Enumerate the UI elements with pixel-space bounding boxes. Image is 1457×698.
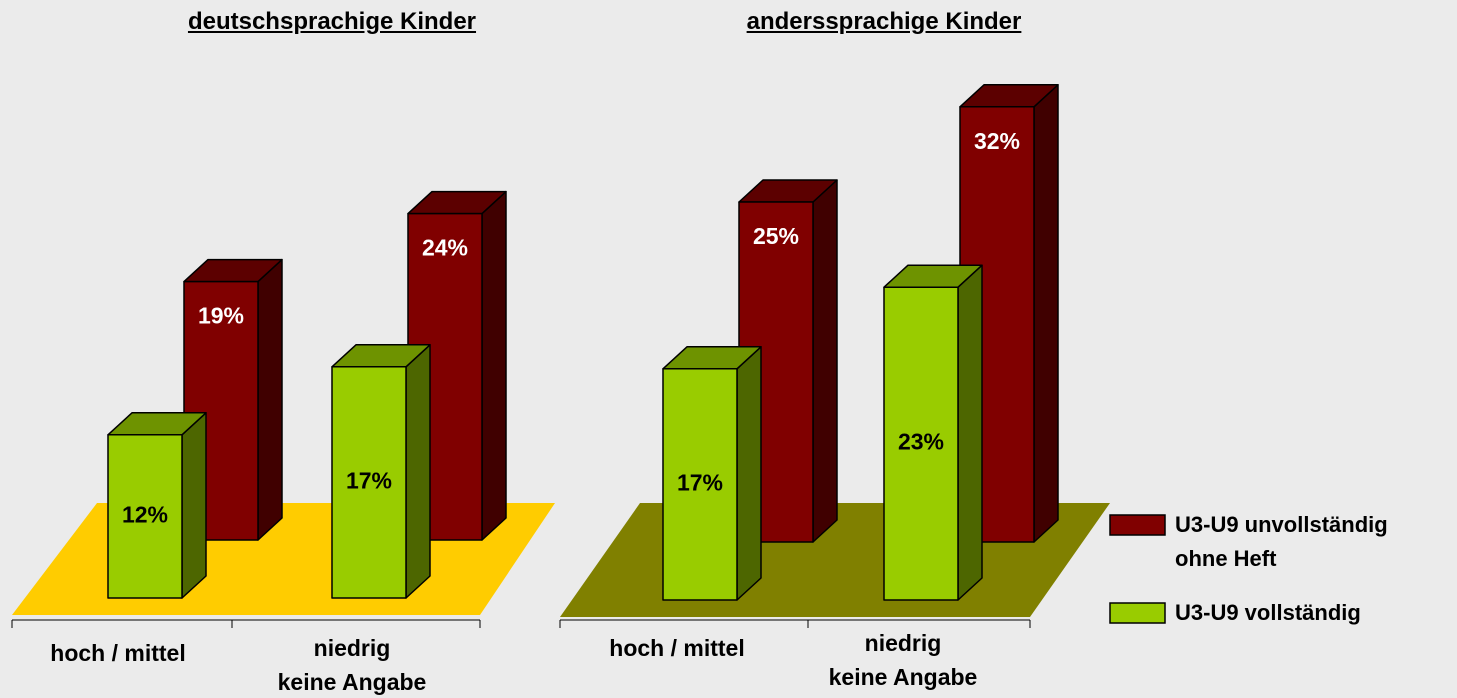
bar: [883, 264, 983, 601]
x-tick-label: hoch / mittel: [609, 635, 745, 661]
value-label: 12%: [122, 501, 168, 527]
chart-title: deutschsprachige Kinder: [187, 8, 477, 35]
bar-side: [481, 190, 507, 541]
x-tick-label: hoch / mittel: [50, 640, 186, 666]
x-tick-label: niedrig keine Angabe: [277, 635, 427, 695]
legend-swatch: [1109, 514, 1166, 536]
value-label: 19%: [198, 303, 244, 329]
x-tick-label: niedrig keine Angabe: [828, 630, 978, 690]
bar-front: [883, 286, 959, 601]
bar-side: [405, 344, 431, 599]
bar: [107, 412, 207, 599]
bar-side: [957, 264, 983, 601]
bar-side: [181, 412, 207, 599]
value-label: 24%: [422, 235, 468, 261]
bar-front: [331, 366, 407, 599]
bar: [331, 344, 431, 599]
value-label: 23%: [898, 429, 944, 455]
bar-side: [1033, 84, 1059, 543]
bar-side: [736, 346, 762, 601]
legend-label: U3-U9 unvollständig ohne Heft: [1175, 512, 1388, 571]
legend-label: U3-U9 vollständig: [1175, 600, 1361, 625]
value-label: 25%: [753, 223, 799, 249]
bar: [662, 346, 762, 601]
value-label: 17%: [677, 469, 723, 495]
bar-front: [107, 434, 183, 599]
bar-side: [812, 179, 838, 543]
legend-swatch: [1109, 602, 1166, 624]
value-label: 17%: [346, 467, 392, 493]
value-label: 32%: [974, 128, 1020, 154]
chart-title: anderssprachige Kinder: [746, 8, 1022, 35]
bar-front: [662, 368, 738, 601]
bar-side: [257, 258, 283, 541]
